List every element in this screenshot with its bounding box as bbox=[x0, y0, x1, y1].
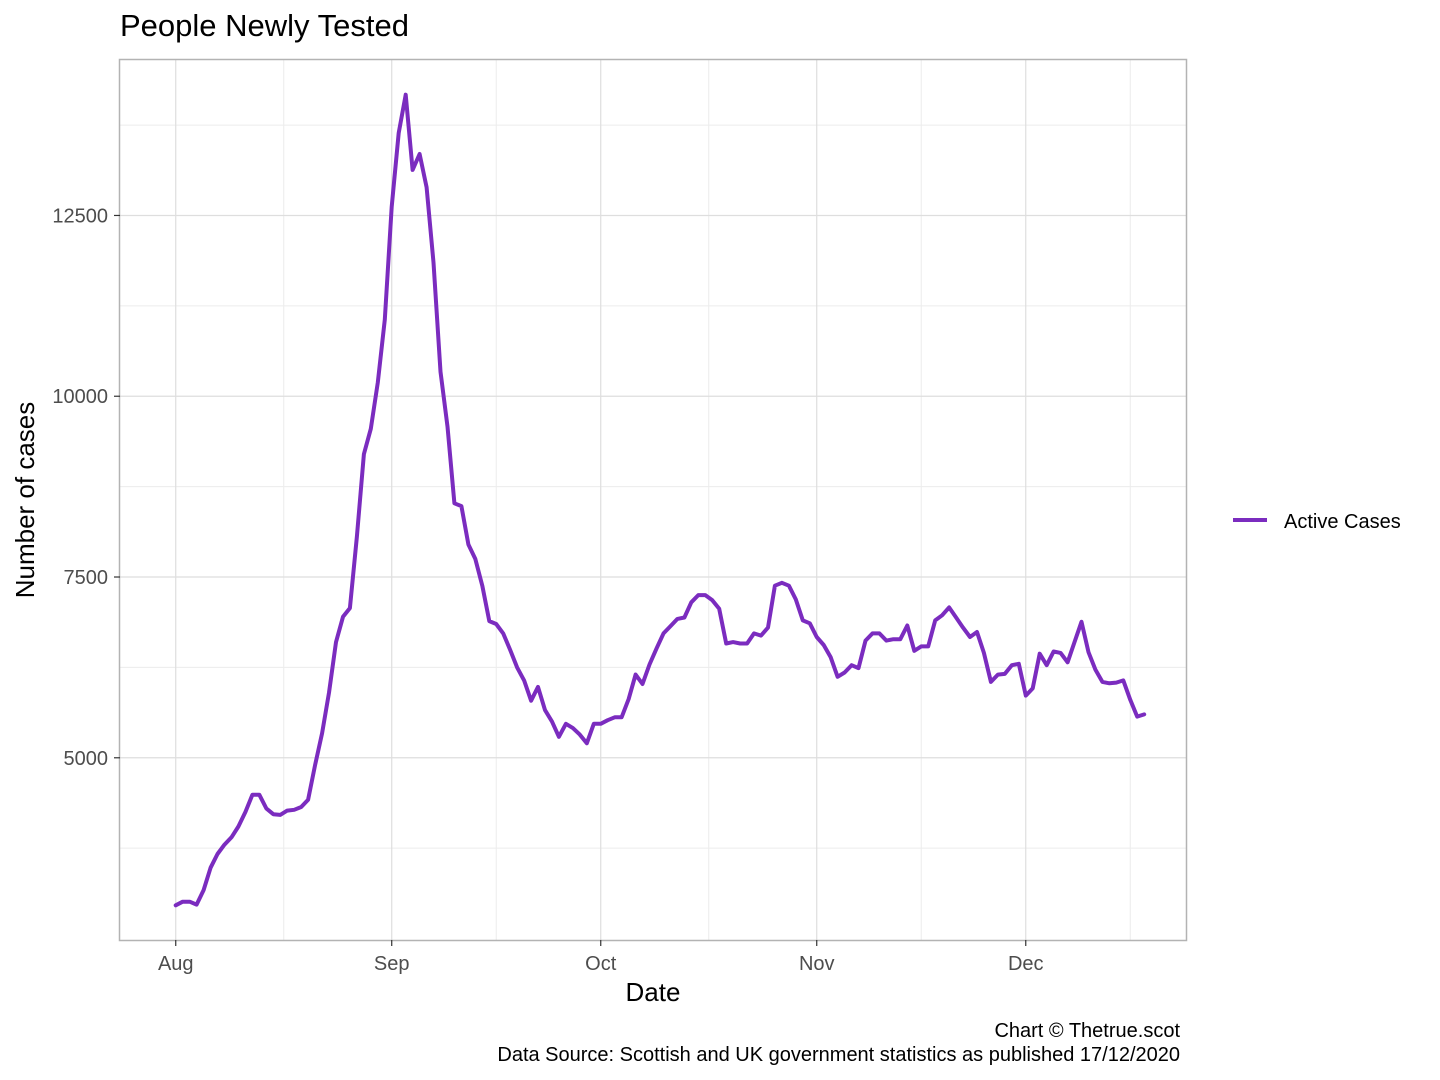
caption-copyright: Chart © Thetrue.scot bbox=[994, 1020, 1180, 1042]
x-tick-label: Oct bbox=[585, 953, 617, 975]
y-axis: 5000 7500 10000 12500 bbox=[52, 205, 120, 770]
chart-title: People Newly Tested bbox=[120, 8, 409, 43]
plot-panel-border bbox=[118, 58, 1188, 942]
y-tick-label: 12500 bbox=[52, 205, 108, 227]
legend-label-active-cases: Active Cases bbox=[1284, 511, 1401, 533]
major-gridlines bbox=[120, 60, 1186, 940]
chart-caption: Chart © Thetrue.scot Data Source: Scotti… bbox=[497, 1019, 1180, 1067]
y-tick-label: 10000 bbox=[52, 386, 108, 408]
y-tick-label: 7500 bbox=[64, 567, 109, 589]
x-tick-label: Dec bbox=[1008, 953, 1044, 975]
x-tick-label: Sep bbox=[374, 953, 410, 975]
x-tick-label: Aug bbox=[158, 953, 194, 975]
series-layer bbox=[173, 92, 1147, 908]
x-axis: Aug Sep Oct Nov Dec bbox=[158, 940, 1044, 975]
x-tick-label: Nov bbox=[799, 953, 835, 975]
minor-gridlines bbox=[120, 60, 1186, 940]
y-tick-label: 5000 bbox=[64, 748, 109, 770]
legend: Active Cases bbox=[1233, 511, 1401, 533]
series-line-active-cases bbox=[173, 92, 1147, 908]
y-axis-title: Number of cases bbox=[10, 402, 40, 599]
caption-data-source: Data Source: Scottish and UK government … bbox=[497, 1044, 1180, 1066]
x-axis-title: Date bbox=[626, 977, 681, 1007]
